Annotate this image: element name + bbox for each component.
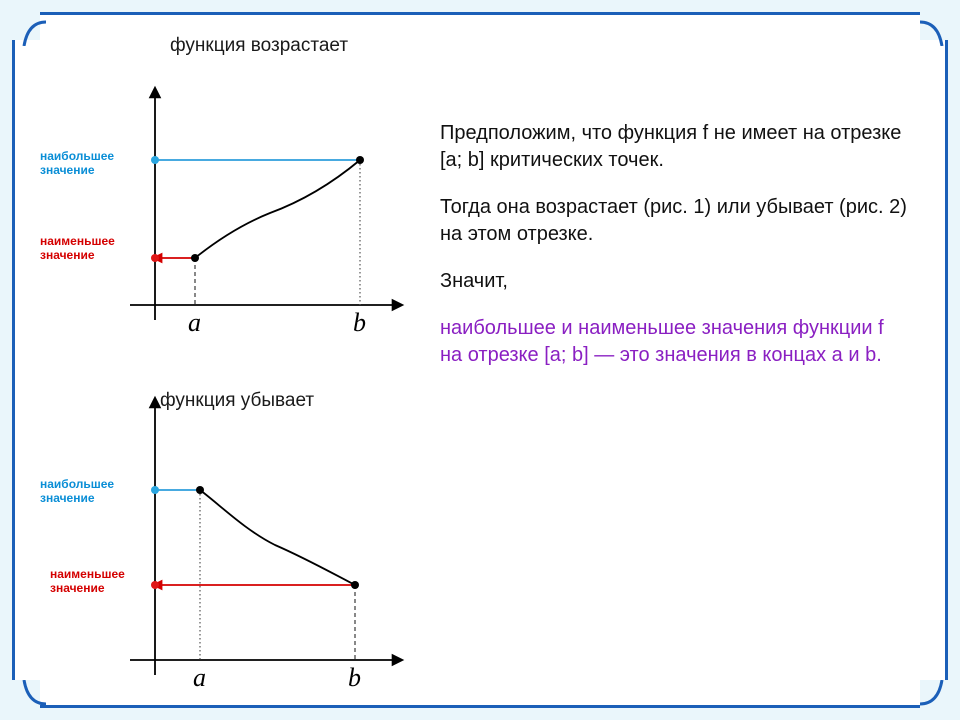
chart1-svg xyxy=(0,80,430,340)
corner-tr xyxy=(920,6,954,40)
chart1-title: функция возрастает xyxy=(170,35,348,57)
para-3: Значит, xyxy=(440,268,910,295)
para-conclusion: наибольшее и наименьшее значения функции… xyxy=(440,315,910,369)
chart2-svg xyxy=(0,395,430,695)
corner-br xyxy=(920,680,954,714)
para-2: Тогда она возрастает (рис. 1) или убывае… xyxy=(440,194,910,248)
corner-tl xyxy=(6,6,40,40)
para-1: Предположим, что функция f не имеет на о… xyxy=(440,120,910,174)
explanation-text: Предположим, что функция f не имеет на о… xyxy=(440,120,910,389)
